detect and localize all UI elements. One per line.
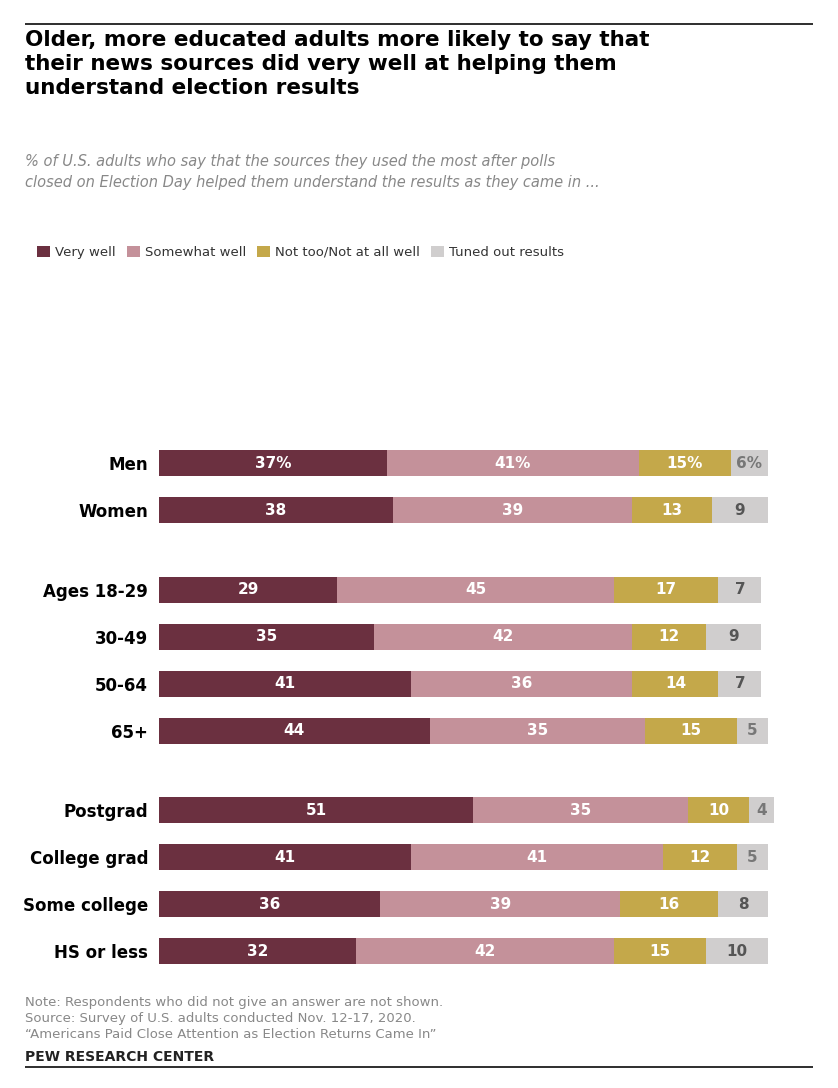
Text: 12: 12 — [659, 629, 680, 644]
Bar — [614, 938, 706, 964]
Bar — [411, 671, 633, 696]
Text: “Americans Paid Close Attention as Election Returns Came In”: “Americans Paid Close Attention as Elect… — [25, 1028, 437, 1041]
Text: 41: 41 — [526, 850, 548, 865]
Bar — [159, 671, 411, 696]
Text: 8: 8 — [737, 897, 748, 912]
Text: 39: 39 — [502, 503, 523, 518]
Bar — [731, 450, 768, 477]
Bar — [737, 844, 768, 870]
Text: 6%: 6% — [736, 456, 763, 471]
Bar — [663, 844, 737, 870]
Text: 41%: 41% — [494, 456, 530, 471]
Bar — [706, 938, 768, 964]
Bar — [159, 497, 393, 523]
Bar — [614, 577, 718, 603]
Text: 35: 35 — [570, 803, 591, 818]
Text: 39: 39 — [489, 897, 511, 912]
Text: 44: 44 — [284, 724, 305, 738]
Bar — [159, 938, 356, 964]
Text: 10: 10 — [727, 943, 747, 959]
Bar — [706, 623, 762, 650]
Bar — [393, 497, 633, 523]
Text: 9: 9 — [728, 629, 739, 644]
Bar — [159, 577, 338, 603]
Text: 15: 15 — [649, 943, 670, 959]
Bar — [633, 497, 712, 523]
Text: 4: 4 — [756, 803, 767, 818]
Text: 5: 5 — [747, 850, 758, 865]
Bar — [375, 623, 633, 650]
Text: 36: 36 — [259, 897, 281, 912]
Bar — [639, 450, 731, 477]
Text: 12: 12 — [690, 850, 711, 865]
Text: Source: Survey of U.S. adults conducted Nov. 12-17, 2020.: Source: Survey of U.S. adults conducted … — [25, 1012, 416, 1025]
Bar — [159, 450, 386, 477]
Text: 14: 14 — [665, 677, 686, 691]
Text: 7: 7 — [735, 677, 745, 691]
Bar — [386, 450, 639, 477]
Text: 7: 7 — [735, 582, 745, 597]
Text: 32: 32 — [247, 943, 268, 959]
Bar — [718, 891, 768, 917]
Bar — [688, 798, 749, 824]
Bar — [620, 891, 718, 917]
Bar — [159, 844, 411, 870]
Text: 15: 15 — [680, 724, 701, 738]
Bar — [159, 623, 375, 650]
Text: 41: 41 — [275, 677, 296, 691]
Text: Note: Respondents who did not give an answer are not shown.: Note: Respondents who did not give an an… — [25, 996, 443, 1009]
Text: 37%: 37% — [255, 456, 291, 471]
Bar — [644, 718, 737, 743]
Bar — [718, 671, 762, 696]
Bar — [159, 798, 473, 824]
Bar — [712, 497, 768, 523]
Legend: Very well, Somewhat well, Not too/Not at all well, Tuned out results: Very well, Somewhat well, Not too/Not at… — [32, 240, 570, 264]
Text: Older, more educated adults more likely to say that
their news sources did very : Older, more educated adults more likely … — [25, 30, 649, 98]
Bar — [159, 891, 380, 917]
Text: 13: 13 — [662, 503, 683, 518]
Bar — [159, 718, 430, 743]
Bar — [380, 891, 620, 917]
Bar — [356, 938, 614, 964]
Text: 41: 41 — [275, 850, 296, 865]
Bar — [633, 623, 706, 650]
Text: 29: 29 — [238, 582, 259, 597]
Text: 42: 42 — [474, 943, 495, 959]
Text: 17: 17 — [655, 582, 677, 597]
Text: 38: 38 — [266, 503, 287, 518]
Bar — [718, 577, 762, 603]
Text: 16: 16 — [659, 897, 680, 912]
Text: PEW RESEARCH CENTER: PEW RESEARCH CENTER — [25, 1050, 215, 1064]
Text: 35: 35 — [256, 629, 277, 644]
Text: 5: 5 — [747, 724, 758, 738]
Text: 9: 9 — [735, 503, 745, 518]
Text: 45: 45 — [465, 582, 486, 597]
Text: 36: 36 — [511, 677, 532, 691]
Bar — [338, 577, 614, 603]
Bar — [749, 798, 773, 824]
Bar — [737, 718, 768, 743]
Bar — [633, 671, 718, 696]
Bar — [411, 844, 663, 870]
Bar — [430, 718, 644, 743]
Text: 35: 35 — [526, 724, 548, 738]
Text: % of U.S. adults who say that the sources they used the most after polls
closed : % of U.S. adults who say that the source… — [25, 154, 600, 190]
Text: 51: 51 — [305, 803, 327, 818]
Text: 42: 42 — [493, 629, 514, 644]
Text: 10: 10 — [708, 803, 729, 818]
Text: 15%: 15% — [666, 456, 703, 471]
Bar — [473, 798, 688, 824]
